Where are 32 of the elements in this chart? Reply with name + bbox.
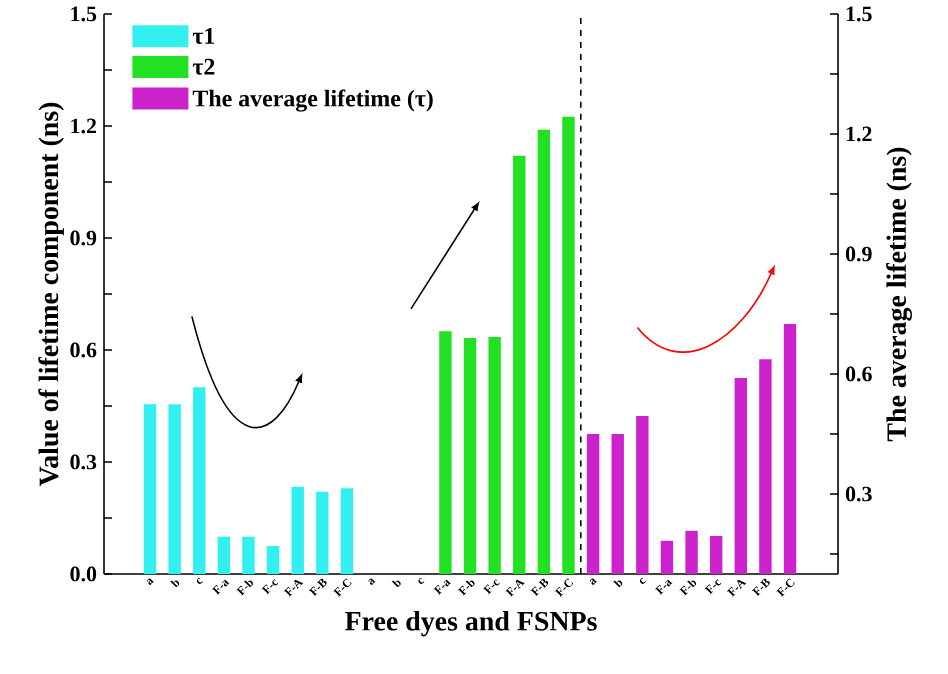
y-tick-label: 0.9	[70, 230, 97, 246]
legend-label: τ2	[192, 58, 215, 75]
y-tick-label: 0.0	[70, 566, 97, 582]
y2-axis-title: The average lifetime (ns)	[886, 147, 912, 442]
y2-tick-label: 1.5	[846, 6, 872, 22]
bar	[488, 336, 501, 574]
legend-label: The average lifetime (τ)	[192, 89, 433, 112]
bar	[562, 116, 575, 574]
y2-tick-label: 1.2	[846, 126, 872, 142]
bar	[217, 536, 231, 574]
bar	[513, 155, 526, 574]
y-axis-title: Value of lifetime component (ns)	[38, 102, 64, 487]
bar	[242, 536, 255, 574]
bar	[291, 486, 304, 574]
bar	[193, 387, 206, 574]
bar	[439, 331, 452, 574]
bar	[266, 546, 280, 574]
bar	[168, 404, 181, 574]
y2-tick-label: 0.9	[845, 246, 872, 262]
bar	[340, 488, 354, 574]
bar	[143, 404, 157, 574]
y2-tick-label: 0.3	[845, 486, 872, 502]
y-tick-label: 0.6	[70, 342, 97, 358]
bar	[537, 129, 551, 574]
y-tick-label: 1.2	[71, 118, 97, 134]
bar	[316, 491, 329, 574]
bar	[463, 338, 477, 574]
y-tick-label: 1.5	[71, 6, 97, 22]
y-tick-label: 0.3	[70, 454, 97, 470]
y2-tick-label: 0.6	[845, 366, 872, 382]
x-axis-title: Free dyes and FSNPs	[345, 610, 597, 637]
legend-label: τ1	[192, 27, 215, 44]
